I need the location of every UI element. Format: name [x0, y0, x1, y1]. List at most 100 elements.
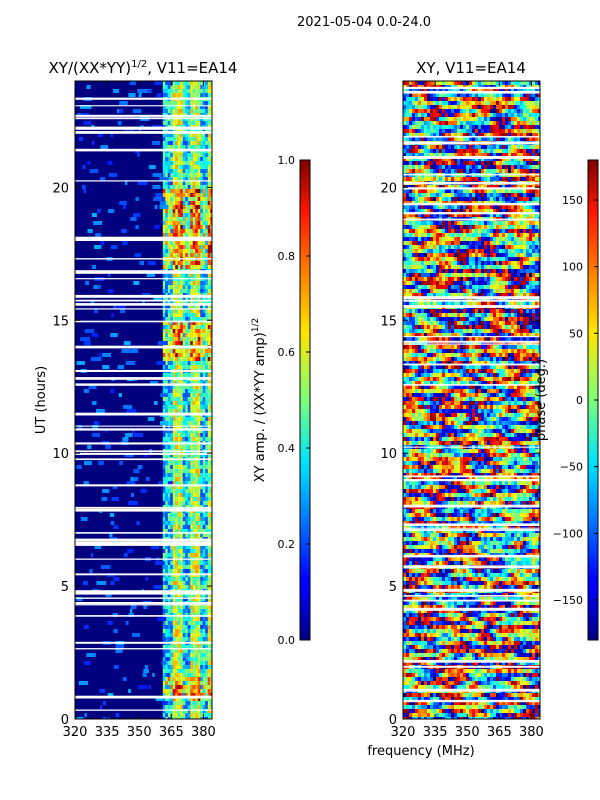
- amplitude-cell: [172, 513, 176, 518]
- amplitude-cell: [143, 605, 148, 609]
- amplitude-cell: [172, 665, 176, 670]
- phase-cell: [433, 149, 437, 154]
- amplitude-cell: [200, 657, 203, 662]
- amplitude-cell: [180, 693, 183, 698]
- amplitude-cell: [182, 157, 186, 162]
- amplitude-cell: [197, 701, 201, 706]
- phase-cell: [430, 97, 434, 102]
- phase-cell: [469, 185, 473, 190]
- amplitude-cell: [162, 389, 166, 394]
- phase-cell: [529, 121, 533, 126]
- amplitude-cell: [192, 709, 196, 714]
- amplitude-cell: [205, 273, 208, 278]
- amplitude-cell: [165, 381, 168, 386]
- amplitude-cell: [210, 89, 212, 94]
- amplitude-ytick-label: 5: [61, 580, 69, 595]
- amplitude-cell: [205, 105, 208, 110]
- phase-cell: [499, 161, 503, 166]
- phase-cell: [529, 165, 533, 170]
- amplitude-cell: [162, 189, 166, 194]
- amplitude-cell: [123, 341, 131, 345]
- amplitude-cell: [167, 165, 171, 170]
- amplitude-cell: [195, 89, 198, 94]
- phase-cell: [412, 93, 416, 98]
- amplitude-cell: [182, 153, 186, 158]
- amplitude-cell: [202, 609, 206, 614]
- amplitude-cell: [170, 493, 173, 498]
- phase-cell: [484, 177, 488, 182]
- phase-cell: [490, 109, 494, 114]
- phase-cell: [442, 105, 446, 110]
- amplitude-gap: [75, 458, 212, 461]
- amplitude-cell: [207, 373, 211, 378]
- amplitude-cell: [160, 421, 169, 425]
- amplitude-cell: [202, 385, 206, 390]
- amplitude-cell: [180, 357, 183, 362]
- phase-cell: [439, 93, 443, 98]
- amplitude-cell: [185, 425, 188, 430]
- amplitude-cell: [180, 93, 183, 98]
- amplitude-cell: [167, 533, 171, 538]
- phase-cell: [451, 101, 455, 106]
- amplitude-cell: [200, 173, 203, 178]
- amplitude-cell: [175, 265, 178, 270]
- amplitude-cell: [187, 545, 191, 550]
- amplitude-cell: [175, 273, 178, 278]
- amplitude-cell: [202, 177, 206, 182]
- amplitude-cell: [205, 405, 208, 410]
- phase-cell: [412, 101, 416, 106]
- amplitude-cell: [210, 665, 212, 670]
- amplitude-cell: [165, 121, 168, 126]
- amplitude-cell: [200, 329, 203, 334]
- phase-cell: [406, 113, 410, 118]
- amplitude-cell: [108, 289, 114, 293]
- amplitude-cell: [146, 477, 150, 481]
- amplitude-cell: [202, 453, 206, 458]
- phase-cell: [445, 101, 449, 106]
- amplitude-cell: [195, 713, 198, 718]
- amplitude-cell: [190, 209, 193, 214]
- phase-cell: [421, 125, 425, 130]
- amplitude-cell: [197, 109, 201, 114]
- amplitude-cell: [195, 81, 198, 86]
- amplitude-cell: [207, 425, 211, 430]
- amplitude-cell: [205, 393, 208, 398]
- phase-cell: [412, 157, 416, 162]
- amplitude-cell: [205, 429, 208, 434]
- phase-cell: [493, 109, 497, 114]
- phase-cell: [535, 137, 539, 142]
- amplitude-cell: [190, 469, 193, 474]
- amplitude-cell: [165, 89, 168, 94]
- phase-cell: [427, 125, 431, 130]
- amplitude-cell: [185, 429, 188, 434]
- amplitude-cell: [205, 685, 208, 690]
- amplitude-cell: [182, 337, 186, 342]
- amplitude-cell: [190, 421, 193, 426]
- amplitude-cell: [202, 249, 206, 254]
- amplitude-cell: [190, 525, 193, 530]
- amplitude-cell: [76, 465, 82, 469]
- amplitude-cell: [180, 201, 183, 206]
- phase-cell: [502, 145, 506, 150]
- phase-cell: [424, 165, 428, 170]
- amplitude-cell: [165, 637, 168, 642]
- amplitude-cell: [167, 625, 171, 630]
- amplitude-cell: [180, 569, 183, 574]
- amplitude-cell: [172, 233, 176, 238]
- phase-cell: [415, 129, 419, 134]
- amplitude-cell: [185, 153, 188, 158]
- amplitude-cell: [165, 93, 168, 98]
- amplitude-cell: [195, 173, 198, 178]
- amplitude-cell: [202, 497, 206, 502]
- amplitude-cell: [162, 253, 166, 258]
- amplitude-cell: [210, 321, 212, 326]
- amplitude-cell: [180, 225, 183, 230]
- amplitude-cell: [185, 501, 188, 506]
- phase-cell: [460, 165, 464, 170]
- amplitude-cell: [175, 141, 178, 146]
- amplitude-cell: [175, 165, 178, 170]
- amplitude-cell: [202, 425, 206, 430]
- phase-cell: [532, 109, 536, 114]
- phase-cell: [526, 169, 530, 174]
- amplitude-cell: [180, 593, 183, 598]
